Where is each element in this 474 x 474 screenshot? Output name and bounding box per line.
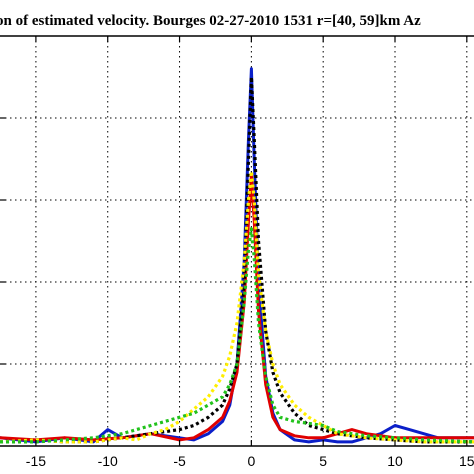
- x-tick-label: -15: [26, 453, 46, 469]
- x-tick-label: -5: [173, 453, 186, 469]
- x-ticks: -15 -10 -5 0 5 10 15: [0, 36, 474, 469]
- series-group: [0, 67, 474, 444]
- x-tick-label: 0: [247, 453, 255, 469]
- x-tick-label: -10: [98, 453, 118, 469]
- chart-title: on of estimated velocity. Bourges 02-27-…: [0, 13, 421, 29]
- x-tick-label: 10: [387, 453, 403, 469]
- series-line-4: [0, 227, 474, 444]
- x-tick-label: 5: [319, 453, 327, 469]
- x-tick-label: 15: [459, 453, 474, 469]
